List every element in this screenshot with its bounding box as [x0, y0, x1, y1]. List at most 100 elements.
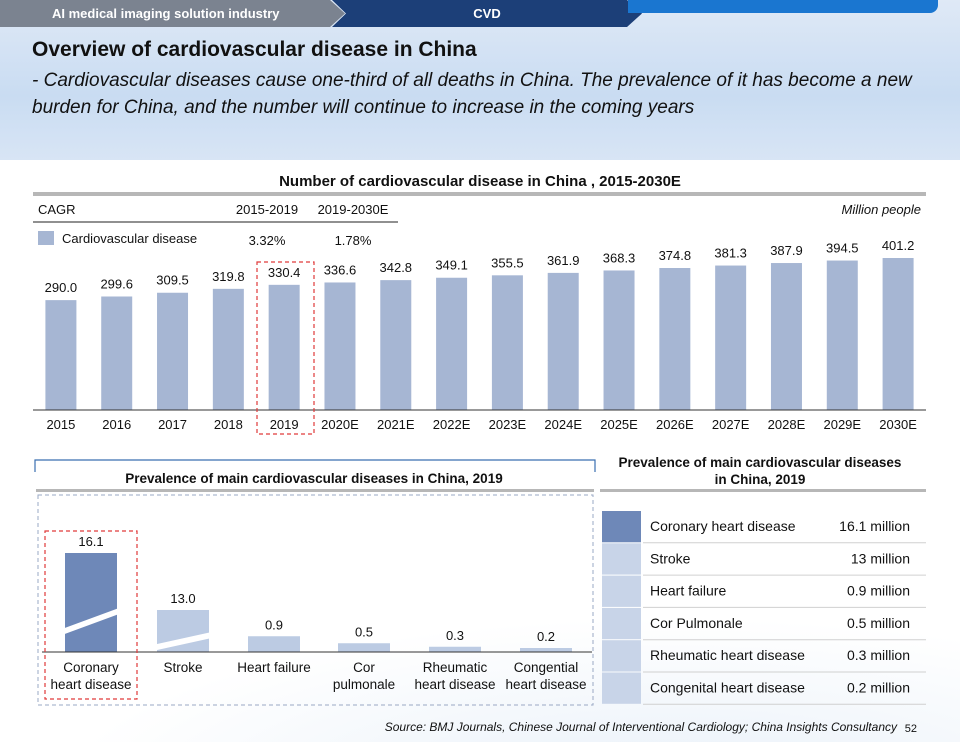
top-chart-title-rule [33, 192, 926, 196]
x-tick-label: 2023E [489, 417, 527, 432]
bar-value-label: 309.5 [156, 273, 189, 288]
table-title-rule [600, 489, 926, 492]
bar-coronary-heart-disease [65, 553, 117, 652]
table-swatch [602, 511, 641, 543]
x-category-label: Cor [353, 660, 375, 675]
prevalence-table: Coronary heart disease 16.1 million Stroke… [602, 511, 926, 705]
bar-value-label: 401.2 [882, 238, 915, 253]
source-note: Source: BMJ Journals, Chinese Journal of… [385, 720, 898, 734]
bar-value-label: 330.4 [268, 265, 301, 280]
table-title-line1: Prevalence of main cardiovascular diseas… [619, 455, 902, 470]
bar-value-label: 0.5 [355, 624, 373, 639]
bar-value-label: 387.9 [770, 243, 803, 258]
bar-2025e [603, 270, 635, 410]
legend-swatch [38, 231, 54, 245]
bar-value-label: 299.6 [100, 276, 133, 291]
x-category-label: heart disease [50, 677, 131, 692]
bar-value-label: 342.8 [380, 260, 413, 275]
x-category-label: Congential [514, 660, 579, 675]
nav-accent-bar [628, 0, 938, 13]
bar-2024e [547, 272, 579, 410]
x-tick-label: 2017 [158, 417, 187, 432]
x-tick-label: 2029E [823, 417, 861, 432]
highlight-box-coronary [44, 530, 138, 700]
table-title-line2: in China, 2019 [715, 472, 806, 487]
table-swatch [602, 607, 641, 640]
bar-value-label: 290.0 [45, 280, 78, 295]
axis-break-mark [156, 632, 210, 651]
bar-2028e [770, 263, 802, 410]
bar-2022e [436, 277, 468, 410]
unit-label: Million people [842, 202, 922, 217]
table-disease-name: Stroke [650, 550, 691, 566]
x-tick-label: 2016 [102, 417, 131, 432]
table-disease-value: 0.9 million [847, 583, 910, 599]
x-category-label: pulmonale [333, 677, 395, 692]
x-tick-label: 2024E [544, 417, 582, 432]
cagr-value-2: 1.78% [335, 233, 372, 248]
top-navigation: AI medical imaging solution industry CVD [0, 0, 960, 27]
bar-2016 [101, 296, 133, 410]
x-tick-label: 2019 [270, 417, 299, 432]
bottom-chart-frame [37, 494, 594, 706]
cagr-label: CAGR [38, 202, 76, 217]
table-disease-value: 0.3 million [847, 647, 910, 663]
bar-value-label: 16.1 [78, 534, 103, 549]
table-disease-name: Congenital heart disease [650, 680, 805, 696]
bar-2029e [826, 260, 858, 410]
table-disease-value: 0.2 million [847, 680, 910, 696]
bar-value-label: 0.3 [446, 628, 464, 643]
cagr-value-1: 3.32% [249, 233, 286, 248]
bar-value-label: 361.9 [547, 253, 580, 268]
bar-congential-heart-disease [520, 648, 572, 652]
table-disease-name: Cor Pulmonale [650, 615, 743, 631]
x-tick-label: 2021E [377, 417, 415, 432]
bottom-chart-title: Prevalence of main cardiovascular diseas… [125, 471, 502, 486]
highlight-box-2019 [256, 261, 315, 435]
table-disease-value: 13 million [851, 550, 910, 566]
x-category-label: Rheumatic [423, 660, 488, 675]
table-disease-name: Coronary heart disease [650, 518, 796, 534]
bar-2021e [380, 280, 412, 410]
bar-value-label: 319.8 [212, 269, 245, 284]
x-tick-label: 2015 [46, 417, 75, 432]
nav-section-industry[interactable]: AI medical imaging solution industry [0, 0, 345, 27]
bar-2027e [715, 265, 747, 410]
x-category-label: Coronary [63, 660, 119, 675]
x-category-label: heart disease [505, 677, 586, 692]
x-category-label: Heart failure [237, 660, 311, 675]
x-tick-label: 2027E [712, 417, 750, 432]
x-tick-label: 2028E [768, 417, 806, 432]
table-swatch [602, 575, 641, 607]
x-tick-label: 2022E [433, 417, 471, 432]
top-chart-bars: 290.0 2015 299.6 2016 309.5 2017 319.8 2018 330.… [45, 238, 918, 432]
x-tick-label: 2026E [656, 417, 694, 432]
bottom-chart-bars: 16.1 Coronary heart disease 13.0 Stroke 0.9 He… [50, 534, 586, 692]
bar-value-label: 349.1 [435, 258, 468, 273]
nav-section-cvd[interactable]: CVD [332, 0, 642, 27]
bar-cor-pulmonale [338, 643, 390, 652]
top-chart-title: Number of cardiovascular disease in Chin… [279, 173, 681, 190]
page-subtitle: - Cardiovascular diseases cause one-thir… [32, 70, 912, 118]
page-title: Overview of cardiovascular disease in Ch… [32, 38, 477, 61]
bar-2023e [491, 275, 523, 410]
x-tick-label: 2030E [879, 417, 917, 432]
bar-value-label: 0.9 [265, 617, 283, 632]
bar-value-label: 13.0 [170, 591, 195, 606]
bar-value-label: 381.3 [714, 246, 747, 261]
bar-2018 [212, 288, 244, 410]
bottom-chart-title-rule [36, 489, 594, 492]
x-category-label: heart disease [414, 677, 495, 692]
bar-2026e [659, 268, 691, 410]
bar-2017 [157, 292, 189, 410]
bar-2019 [268, 284, 300, 410]
x-tick-label: 2020E [321, 417, 359, 432]
legend-label: Cardiovascular disease [62, 231, 197, 246]
bar-value-label: 336.6 [324, 262, 357, 277]
bar-2020e [324, 282, 356, 410]
x-tick-label: 2018 [214, 417, 243, 432]
bar-value-label: 394.5 [826, 241, 859, 256]
bar-2030e [882, 258, 914, 410]
bar-value-label: 374.8 [659, 248, 692, 263]
